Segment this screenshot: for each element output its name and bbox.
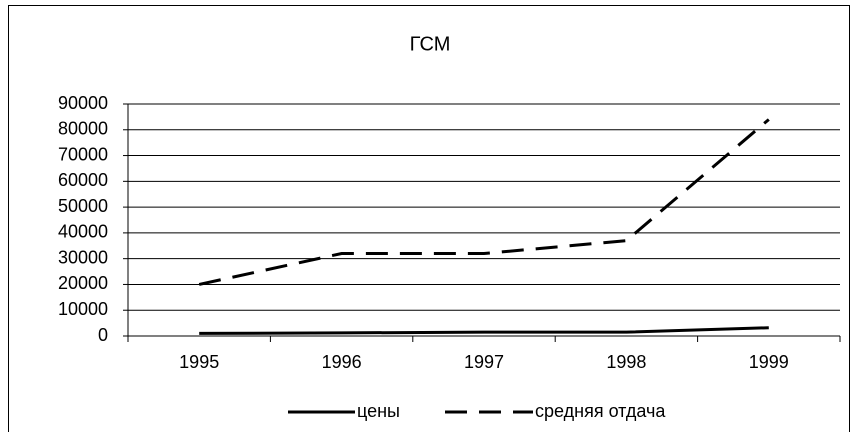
- x-tick-label: 1999: [749, 352, 789, 372]
- chart-border: [8, 5, 850, 432]
- y-tick-label: 10000: [58, 299, 108, 319]
- chart-title: ГСМ: [410, 33, 451, 55]
- y-tick-label: 0: [98, 325, 108, 345]
- x-tick-label: 1997: [464, 352, 504, 372]
- y-tick-label: 40000: [58, 222, 108, 242]
- x-tick-label: 1995: [179, 352, 219, 372]
- y-tick-label: 30000: [58, 247, 108, 267]
- y-tick-label: 50000: [58, 196, 108, 216]
- y-tick-label: 60000: [58, 170, 108, 190]
- y-tick-label: 80000: [58, 119, 108, 139]
- legend-label: средняя отдача: [535, 401, 666, 421]
- series-line: [198, 118, 770, 286]
- y-tick-label: 70000: [58, 144, 108, 164]
- series-line: [199, 326, 769, 335]
- x-tick-label: 1996: [322, 352, 362, 372]
- y-tick-label: 90000: [58, 93, 108, 113]
- y-tick-label: 20000: [58, 273, 108, 293]
- x-tick-label: 1998: [606, 352, 646, 372]
- legend-label: цены: [357, 401, 400, 421]
